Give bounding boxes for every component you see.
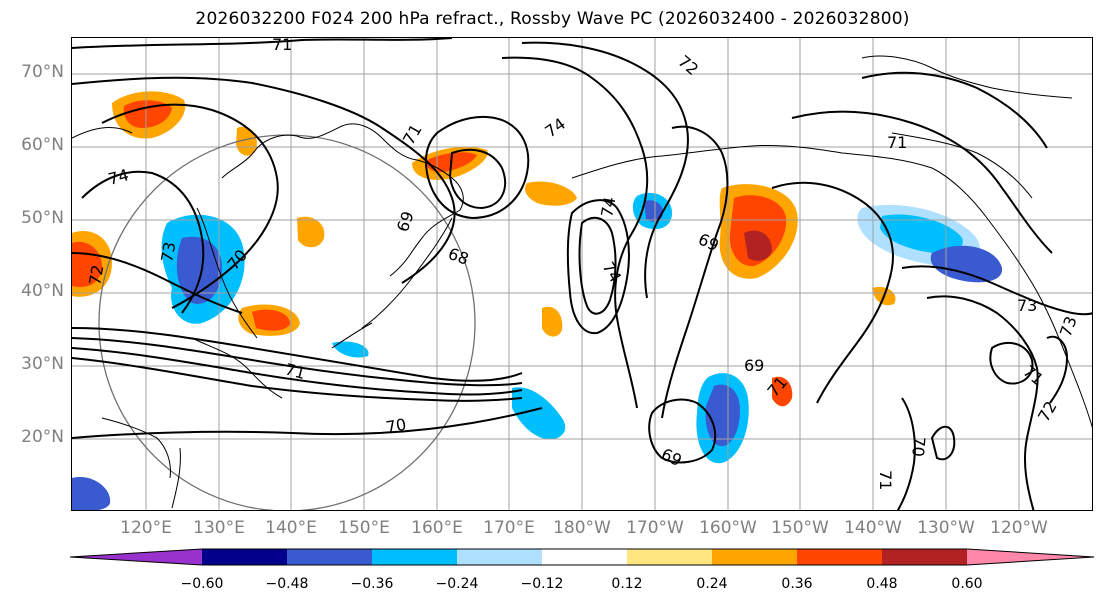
pos-area-hawaii-ne <box>772 376 793 407</box>
colorbar-segment-2 <box>287 549 372 565</box>
contour-label-69-bering: 69 <box>393 209 418 235</box>
map-title: 2026032200 F024 200 hPa refract., Rossby… <box>195 9 910 29</box>
colorbar-tick-2: −0.48 <box>265 576 309 592</box>
lon-label-140w: 140°W <box>844 518 902 538</box>
contour-label-68: 68 <box>446 244 472 269</box>
contour-label-70-south: 70 <box>384 415 407 437</box>
contour-label-72-west: 72 <box>85 263 107 286</box>
contour-label-73-far-east: 73 <box>1056 314 1081 340</box>
contour-label-71-ne: 71 <box>887 133 907 152</box>
colorbar-segment-10 <box>967 549 1094 565</box>
pos-area-okhotsk-core <box>123 100 172 128</box>
contour-label-73-ne: 73 <box>1017 296 1037 315</box>
shaded-areas <box>72 192 1003 510</box>
contour-label-69-mid: 69 <box>744 356 764 375</box>
neg-area-170w-core <box>644 200 664 222</box>
lon-label-130e: 130°E <box>193 518 245 538</box>
lon-label-150w: 150°W <box>771 518 829 538</box>
neg-area-subtropic <box>512 387 566 440</box>
contour-label-70-se: 70 <box>908 436 929 458</box>
shaded-areas-positive <box>72 91 896 407</box>
colorbar-outline <box>70 548 1095 566</box>
colorbar-tick-8: 0.36 <box>781 576 813 592</box>
colorbar-segment-8 <box>797 549 882 565</box>
neg-area-japan-core <box>176 236 222 304</box>
colorbar <box>70 548 1095 566</box>
contour-label-74-east: 74 <box>597 195 619 218</box>
lon-label-120w: 120°W <box>990 518 1048 538</box>
pos-area-kamchatka-west <box>236 126 257 156</box>
pos-area-gulf-alaska-core <box>744 230 772 261</box>
neg-area-east-sea <box>332 341 369 358</box>
neg-area-bc <box>930 245 1003 283</box>
contour-label-72-top: 72 <box>674 52 702 80</box>
contour-label-71-bering: 71 <box>399 121 426 148</box>
lon-label-130w: 130°W <box>917 518 975 538</box>
neg-area-sw-corner <box>72 477 111 510</box>
colorbar-segment-1 <box>202 549 287 565</box>
lon-label-170e: 170°E <box>483 518 535 538</box>
colorbar-segment-6 <box>627 549 712 565</box>
contour-label-69-hawaii: 69 <box>658 444 684 470</box>
colorbar-segment-9 <box>882 549 967 565</box>
colorbar-segment-4 <box>457 549 542 565</box>
contour-label-71-subtropic: 71 <box>283 360 308 384</box>
colorbar-tick-9: 0.48 <box>866 576 898 592</box>
contour-label-74-center: 74 <box>599 259 626 286</box>
colorbar-tick-1: −0.60 <box>180 576 224 592</box>
contour-label-73-west: 73 <box>157 240 179 263</box>
coastlines <box>72 55 1092 509</box>
lon-label-180w: 180°W <box>553 518 611 538</box>
lon-label-170w: 170°W <box>626 518 684 538</box>
lat-label-50: 50°N <box>21 208 64 228</box>
lat-label-70: 70°N <box>21 62 64 82</box>
contour-label-74-dateline: 74 <box>541 114 569 141</box>
lon-label-160w: 160°W <box>699 518 757 538</box>
lat-label-30: 30°N <box>21 354 64 374</box>
lon-label-140e: 140°E <box>265 518 317 538</box>
contour-label-71-top: 71 <box>272 38 292 54</box>
colorbar-tick-10: 0.60 <box>951 576 983 592</box>
lon-label-120e: 120°E <box>120 518 172 538</box>
colorbar-segment-3 <box>372 549 457 565</box>
contours <box>72 38 1092 510</box>
lon-label-150e: 150°E <box>338 518 390 538</box>
contour-label-74-west: 74 <box>106 165 131 189</box>
pos-area-central <box>525 181 577 206</box>
pos-area-sakhalin <box>297 216 325 248</box>
pos-area-kuroshio-core <box>252 309 290 331</box>
colorbar-segment-7 <box>712 549 797 565</box>
colorbar-tick-5: −0.12 <box>520 576 564 592</box>
pos-area-gulf-alaska-mid <box>729 195 787 267</box>
colorbar-tick-4: −0.24 <box>435 576 479 592</box>
map-panel[interactable]: 71 72 74 71 74 69 68 74 74 69 70 71 69 6… <box>71 37 1093 511</box>
colorbar-tick-3: −0.36 <box>350 576 394 592</box>
contour-label-72-far-east: 72 <box>1034 398 1061 425</box>
colorbar-tick-6: 0.12 <box>611 576 643 592</box>
colorbar-segment-0 <box>70 549 202 565</box>
pos-area-mid-south <box>542 306 563 337</box>
colorbar-segment-5 <box>542 549 627 565</box>
neg-area-ne-pac-mid <box>880 214 963 254</box>
lon-label-160e: 160°E <box>411 518 463 538</box>
lat-label-20: 20°N <box>21 427 64 447</box>
lat-label-40: 40°N <box>21 281 64 301</box>
map-canvas: 71 72 74 71 74 69 68 74 74 69 70 71 69 6… <box>72 38 1092 510</box>
colorbar-tick-7: 0.24 <box>696 576 728 592</box>
lat-label-60: 60°N <box>21 135 64 155</box>
contour-label-71-se: 71 <box>876 470 895 490</box>
